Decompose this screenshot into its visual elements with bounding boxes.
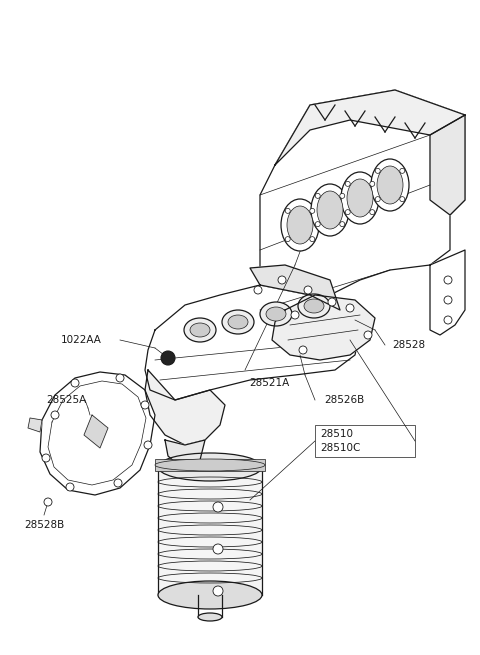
Polygon shape [28, 418, 42, 432]
Circle shape [328, 298, 336, 306]
Circle shape [400, 168, 405, 174]
Polygon shape [40, 372, 155, 495]
Ellipse shape [298, 294, 330, 318]
Circle shape [345, 210, 350, 215]
Text: 28528B: 28528B [24, 520, 64, 530]
Ellipse shape [184, 318, 216, 342]
Ellipse shape [341, 172, 379, 224]
Text: 28528: 28528 [392, 340, 425, 350]
Circle shape [444, 276, 452, 284]
Polygon shape [145, 285, 360, 400]
Ellipse shape [304, 299, 324, 313]
Circle shape [370, 210, 375, 215]
Circle shape [340, 193, 345, 198]
Ellipse shape [281, 199, 319, 251]
Polygon shape [430, 250, 465, 335]
Circle shape [42, 454, 50, 462]
Circle shape [291, 311, 299, 319]
Ellipse shape [317, 191, 343, 229]
Ellipse shape [311, 184, 349, 236]
Polygon shape [275, 90, 465, 165]
Circle shape [285, 208, 290, 214]
Polygon shape [145, 370, 225, 445]
Circle shape [315, 221, 320, 227]
Circle shape [213, 502, 223, 512]
Circle shape [444, 316, 452, 324]
Polygon shape [84, 415, 108, 448]
Polygon shape [272, 295, 375, 360]
Bar [315, 425, 415, 457]
Circle shape [161, 351, 175, 365]
Ellipse shape [222, 310, 254, 334]
Circle shape [278, 276, 286, 284]
Circle shape [71, 379, 79, 387]
Circle shape [346, 304, 354, 312]
Circle shape [315, 193, 320, 198]
Circle shape [254, 286, 262, 294]
Ellipse shape [371, 159, 409, 211]
Polygon shape [250, 265, 340, 310]
Ellipse shape [155, 459, 265, 471]
Circle shape [299, 346, 307, 354]
Text: 28510C: 28510C [320, 443, 360, 453]
Circle shape [114, 479, 122, 487]
Ellipse shape [228, 315, 248, 329]
Text: 28526B: 28526B [324, 395, 364, 405]
Ellipse shape [347, 179, 373, 217]
Circle shape [375, 196, 380, 202]
Circle shape [213, 544, 223, 554]
Bar [158, 467, 262, 595]
Circle shape [345, 181, 350, 187]
Polygon shape [430, 115, 465, 215]
Circle shape [144, 441, 152, 449]
Circle shape [310, 236, 315, 242]
Polygon shape [165, 440, 205, 465]
Ellipse shape [190, 323, 210, 337]
Circle shape [364, 331, 372, 339]
Circle shape [304, 286, 312, 294]
Circle shape [285, 236, 290, 242]
Ellipse shape [266, 307, 286, 321]
Circle shape [66, 483, 74, 491]
Ellipse shape [198, 613, 222, 621]
Ellipse shape [260, 302, 292, 326]
Ellipse shape [158, 581, 262, 609]
Text: 28510: 28510 [320, 429, 353, 439]
Circle shape [44, 498, 52, 506]
Ellipse shape [377, 166, 403, 204]
Text: 28525A: 28525A [46, 395, 86, 405]
Circle shape [51, 411, 59, 419]
Circle shape [141, 401, 149, 409]
Text: 28521A: 28521A [249, 378, 289, 388]
Bar [155, 459, 265, 471]
Ellipse shape [287, 206, 313, 244]
Circle shape [375, 168, 380, 174]
Circle shape [340, 221, 345, 227]
Circle shape [116, 374, 124, 382]
Circle shape [310, 208, 315, 214]
Circle shape [444, 296, 452, 304]
Polygon shape [260, 90, 465, 320]
Circle shape [213, 586, 223, 596]
Ellipse shape [158, 453, 262, 481]
Circle shape [400, 196, 405, 202]
Circle shape [370, 181, 375, 187]
Text: 1022AA: 1022AA [61, 335, 102, 345]
